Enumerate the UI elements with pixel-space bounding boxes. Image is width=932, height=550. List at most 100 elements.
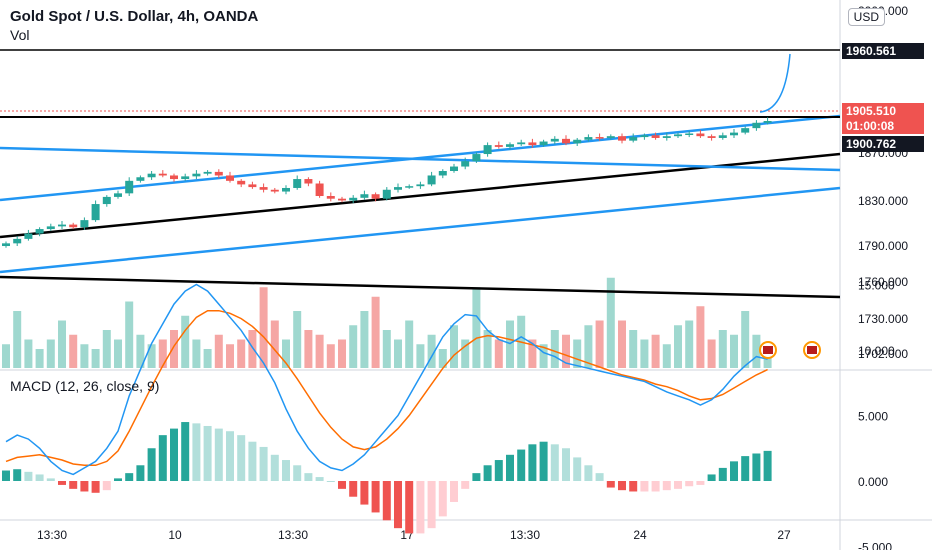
- candle-body: [752, 122, 761, 129]
- volume-bar: [629, 330, 638, 368]
- candle-body: [696, 133, 705, 137]
- volume-bar: [181, 315, 190, 368]
- volume-bar: [2, 344, 10, 368]
- macd-histogram-bar: [416, 481, 425, 534]
- volume-bar: [192, 339, 201, 368]
- macd-histogram-bar: [35, 474, 44, 481]
- candle-body: [282, 187, 290, 192]
- macd-tick-label: 0.000: [858, 475, 888, 489]
- volume-bar: [662, 344, 671, 368]
- volume-bar: [528, 339, 537, 368]
- macd-histogram-bar: [315, 477, 324, 481]
- price-label-countdown-bg: [842, 119, 924, 134]
- volume-bar: [80, 344, 89, 368]
- candle-body: [718, 135, 727, 138]
- macd-histogram-bar: [248, 441, 257, 481]
- candle-body: [147, 173, 156, 178]
- macd-histogram-bar: [730, 461, 738, 481]
- candle-body: [730, 132, 738, 136]
- candle-body: [304, 179, 313, 184]
- volume-label: Vol: [10, 27, 30, 43]
- volume-bar: [707, 339, 716, 368]
- price-label-current: 1905.510: [846, 104, 896, 118]
- candle-body: [394, 187, 402, 190]
- candle-body: [91, 204, 100, 221]
- macd-histogram-bar: [2, 470, 10, 481]
- macd-histogram-bar: [461, 481, 470, 489]
- volume-bar: [338, 339, 346, 368]
- macd-histogram-bar: [640, 481, 649, 492]
- candle-body: [46, 226, 55, 230]
- macd-histogram-bar: [80, 481, 89, 492]
- trendline-lower-black: [0, 275, 841, 299]
- candle-body: [741, 128, 750, 133]
- macd-histogram-bar: [158, 435, 167, 481]
- price-label-support: 1900.762: [846, 137, 896, 151]
- macd-histogram-bar: [237, 435, 246, 481]
- volume-bar: [304, 330, 313, 368]
- macd-histogram-bar: [91, 481, 100, 493]
- candle-body: [539, 141, 548, 146]
- volume-bar: [640, 339, 649, 368]
- volume-bar: [584, 325, 593, 368]
- candle-body: [270, 189, 279, 192]
- channel-lower-blue: [0, 186, 841, 274]
- volume-bar: [102, 330, 111, 368]
- candle-body: [494, 145, 503, 147]
- volume-bar: [416, 344, 425, 368]
- candle-body: [315, 183, 324, 197]
- volume-bar: [752, 334, 761, 368]
- macd-histogram-bar: [450, 481, 458, 502]
- macd-histogram-bar: [506, 454, 514, 481]
- event-flag-icon: [763, 346, 773, 354]
- candle-body: [58, 224, 66, 227]
- macd-label: MACD (12, 26, close, 9): [10, 378, 160, 394]
- macd-line: [5, 283, 768, 476]
- time-tick-label: 24: [633, 528, 647, 542]
- candle-body: [640, 135, 649, 138]
- macd-histogram-bar: [494, 460, 503, 481]
- price-label-resistance-bg: [842, 43, 924, 59]
- candle-body: [382, 189, 391, 199]
- candle-body: [674, 134, 682, 137]
- time-tick-label: 13:30: [510, 528, 540, 542]
- candle-body: [517, 142, 526, 145]
- macd-histogram-bar: [147, 448, 156, 481]
- volume-bar: [394, 339, 402, 368]
- candle-body: [214, 171, 223, 176]
- candle-body: [114, 193, 122, 197]
- macd-histogram-bar: [573, 457, 582, 481]
- volume-bar: [371, 296, 380, 368]
- candle-body: [416, 184, 425, 187]
- volume-bar: [382, 330, 391, 368]
- volume-bar: [450, 325, 458, 368]
- candle-body: [69, 224, 78, 228]
- volume-bar: [136, 334, 145, 368]
- candle-body: [293, 179, 302, 188]
- macd-histogram-bar: [259, 446, 268, 481]
- candle-body: [651, 135, 660, 138]
- trendline-mid-black: [0, 152, 841, 239]
- macd-histogram-bar: [517, 449, 526, 481]
- candle-body: [248, 184, 257, 188]
- volume-bar: [360, 311, 369, 368]
- candle-body: [13, 238, 22, 244]
- candle-body: [158, 173, 167, 176]
- volume-bar: [35, 349, 44, 368]
- macd-histogram-bar: [562, 448, 570, 481]
- volume-bar: [248, 330, 257, 368]
- event-flag-icon: [807, 346, 817, 354]
- volume-bar: [170, 330, 178, 368]
- macd-tick-label: 15.000: [858, 279, 895, 293]
- macd-histogram-bar: [125, 473, 134, 481]
- volume-bar: [326, 344, 335, 368]
- volume-bar: [539, 344, 548, 368]
- macd-histogram-bar: [24, 471, 33, 481]
- volume-bar: [741, 311, 750, 368]
- volume-bar: [114, 339, 122, 368]
- candle-body: [24, 233, 33, 239]
- price-tick-label: 1730.000: [858, 312, 908, 326]
- currency-button[interactable]: USD: [847, 8, 885, 26]
- macd-histogram-bar: [483, 465, 492, 481]
